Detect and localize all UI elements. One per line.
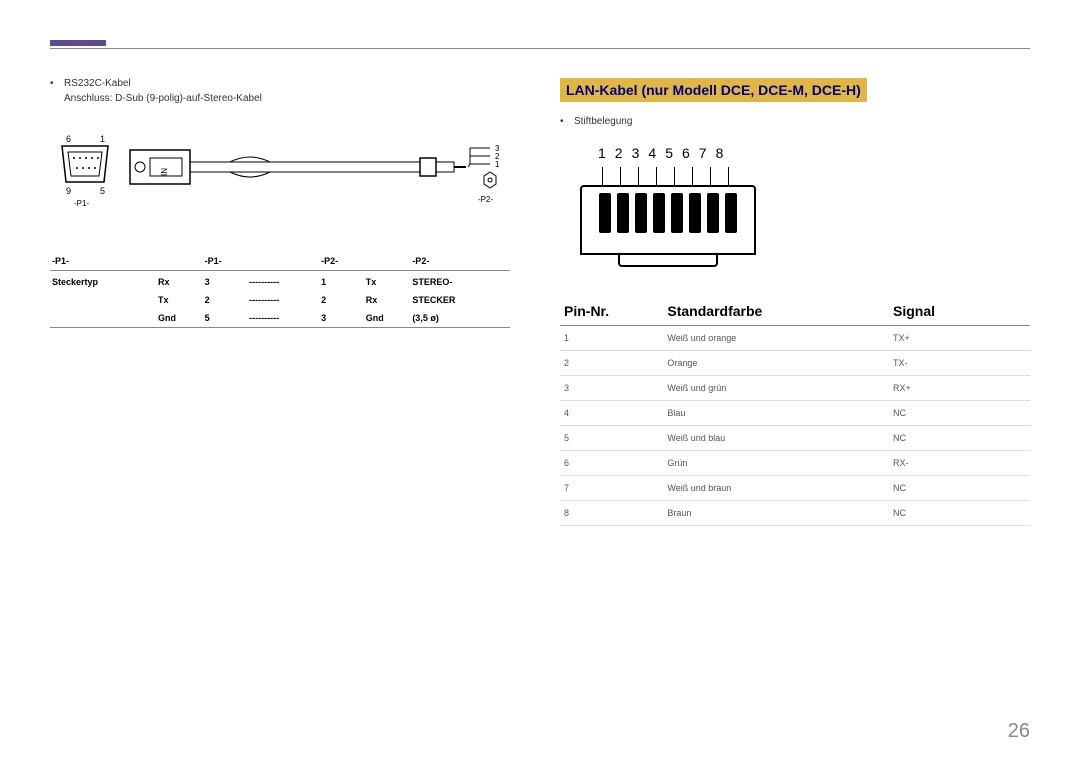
table-row: Gnd 5 ---------- 3 Gnd (3,5 ø) [50,309,510,328]
header-rule [50,48,1030,49]
right-column: LAN-Kabel (nur Modell DCE, DCE-M, DCE-H)… [560,78,1030,526]
table-row: 1Weiß und orangeTX+ [560,326,1030,351]
table-cell: 3 [560,376,663,401]
table-cell: RX+ [889,376,1030,401]
table-header-row: -P1- -P1- -P2- -P2- [50,252,510,271]
rj45-pin [707,193,719,233]
table-cell: 4 [560,401,663,426]
rj45-pin [689,193,701,233]
cable-diagram: 6 1 9 5 -P1- IN [50,122,510,222]
dsub-pin-1: 1 [100,134,105,144]
table-cell: 1 [560,326,663,351]
rs232c-bullet: • RS232C-Kabel [50,78,510,89]
p1-label: -P1- [74,199,89,208]
table-cell: TX- [889,351,1030,376]
rj45-num: 4 [648,145,656,161]
table-cell: NC [889,476,1030,501]
col-pin-nr: Pin-Nr. [560,297,663,326]
col-p2a: -P2- [319,252,364,271]
rj45-connector-body [580,185,756,255]
rj45-pin [635,193,647,233]
lan-table-header: Pin-Nr. Standardfarbe Signal [560,297,1030,326]
bullet-icon: • [560,116,574,127]
table-cell: Blau [663,401,889,426]
rj45-num: 1 [598,145,606,161]
col-p1b: -P1- [203,252,248,271]
rj45-num: 3 [632,145,640,161]
rs232c-sub: Anschluss: D-Sub (9-polig)-auf-Stereo-Ka… [64,93,510,104]
table-cell: Orange [663,351,889,376]
col-p1a: -P1- [50,252,156,271]
rj45-pin [653,193,665,233]
table-cell: Weiß und blau [663,426,889,451]
in-label: IN [160,168,169,176]
left-column: • RS232C-Kabel Anschluss: D-Sub (9-polig… [50,78,510,328]
wire-1: 1 [495,160,500,169]
table-cell: 2 [560,351,663,376]
table-row: Steckertyp Rx 3 ---------- 1 Tx STEREO- [50,271,510,292]
table-cell: Weiß und orange [663,326,889,351]
rj45-num: 8 [716,145,724,161]
rj45-num: 2 [615,145,623,161]
rj45-pin [599,193,611,233]
table-cell: NC [889,501,1030,526]
in-connector-body [130,150,190,184]
table-cell: 5 [560,426,663,451]
table-cell: TX+ [889,326,1030,351]
table-row: 6GrünRX- [560,451,1030,476]
table-cell: 8 [560,501,663,526]
rs232c-label: RS232C-Kabel [64,78,131,89]
table-cell: Weiß und braun [663,476,889,501]
col-p2b: -P2- [410,252,510,271]
rj45-num: 7 [699,145,707,161]
rj45-clip [618,255,718,267]
dsub-pin-6: 6 [66,134,71,144]
hex-nut-icon [484,172,496,188]
table-cell: Grün [663,451,889,476]
table-cell: NC [889,426,1030,451]
table-cell: 6 [560,451,663,476]
bullet-icon: • [50,78,64,89]
rs232c-pin-table: -P1- -P1- -P2- -P2- Steckertyp Rx 3 ----… [50,252,510,328]
rj45-pin [671,193,683,233]
table-cell: 7 [560,476,663,501]
rj45-pin [725,193,737,233]
rj45-pin [617,193,629,233]
dsub-outer [62,146,108,182]
rj45-lead-lines [600,167,1030,185]
table-row: 2OrangeTX- [560,351,1030,376]
table-cell: Braun [663,501,889,526]
rj45-num: 6 [682,145,690,161]
col-signal: Signal [889,297,1030,326]
stiftbelegung-label: Stiftbelegung [574,116,632,127]
table-row: 8BraunNC [560,501,1030,526]
rj45-diagram: 1 2 3 4 5 6 7 8 [570,145,1030,267]
lan-pin-table: Pin-Nr. Standardfarbe Signal 1Weiß und o… [560,297,1030,526]
table-cell: Weiß und grün [663,376,889,401]
dsub-pin-9: 9 [66,186,71,196]
rj45-pin-numbers: 1 2 3 4 5 6 7 8 [598,145,1030,161]
p2-label: -P2- [478,195,493,204]
table-row: 4BlauNC [560,401,1030,426]
table-row: Tx 2 ---------- 2 Rx STECKER [50,291,510,309]
dsub-inner [68,152,102,176]
col-standardfarbe: Standardfarbe [663,297,889,326]
table-cell: NC [889,401,1030,426]
table-row: 3Weiß und grünRX+ [560,376,1030,401]
dsub-pin-5: 5 [100,186,105,196]
table-cell: RX- [889,451,1030,476]
page-number: 26 [1008,720,1030,743]
header-accent [50,40,106,46]
table-row: 5Weiß und blauNC [560,426,1030,451]
stereo-plug-body [420,158,436,176]
rj45-num: 5 [665,145,673,161]
table-row: 7Weiß und braunNC [560,476,1030,501]
stiftbelegung-bullet: • Stiftbelegung [560,116,1030,127]
lan-cable-title: LAN-Kabel (nur Modell DCE, DCE-M, DCE-H) [560,78,867,102]
